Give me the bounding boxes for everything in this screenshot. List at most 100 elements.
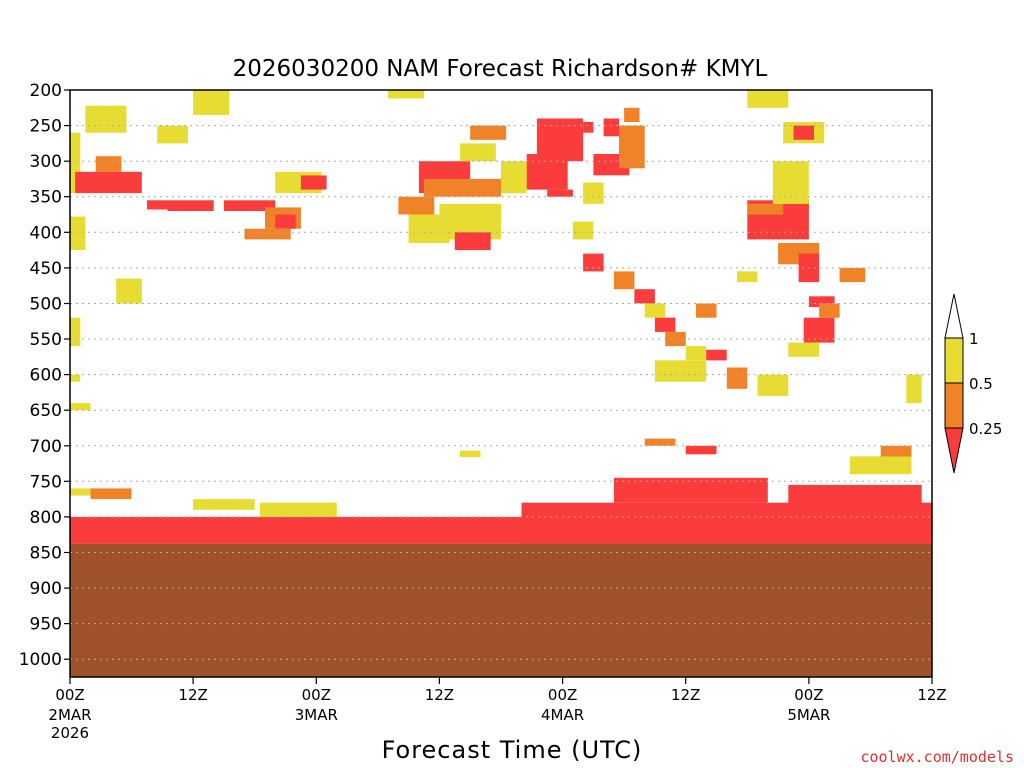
heatmap-cell bbox=[193, 90, 229, 115]
x-tick-date-label: 5MAR bbox=[787, 706, 830, 724]
heatmap-cell bbox=[747, 90, 789, 108]
heatmap-cell bbox=[70, 374, 81, 382]
x-tick-label: 12Z bbox=[917, 686, 946, 704]
heatmap-cell bbox=[275, 214, 296, 229]
heatmap-cell bbox=[259, 502, 337, 517]
heatmap-cell bbox=[147, 200, 168, 210]
y-tick-label: 550 bbox=[30, 330, 62, 350]
colorbar-arrow-top bbox=[944, 293, 964, 339]
plot-area bbox=[69, 89, 933, 678]
heatmap-cell bbox=[583, 253, 604, 272]
y-axis: 200 250 300 350 400 450 500 550 600 650 700 750 800 8… bbox=[19, 81, 70, 670]
heatmap-cell bbox=[726, 367, 748, 389]
heatmap-cell bbox=[665, 331, 686, 347]
heatmap-cell bbox=[706, 349, 727, 361]
heatmap-cell bbox=[536, 118, 584, 162]
y-tick-label: 300 bbox=[30, 152, 62, 172]
y-tick-label: 850 bbox=[30, 544, 62, 564]
heatmap-cell bbox=[398, 196, 435, 215]
heatmap-cell bbox=[788, 484, 922, 507]
heatmap-cell bbox=[460, 143, 496, 162]
x-tick-label: 12Z bbox=[178, 686, 207, 704]
heatmap-cell bbox=[788, 342, 820, 357]
x-tick-date-label: 3MAR bbox=[295, 706, 338, 724]
heatmap-cell bbox=[583, 182, 604, 204]
heatmap-cell bbox=[300, 175, 327, 190]
heatmap-cell bbox=[644, 438, 676, 446]
x-tick-label: 00Z bbox=[302, 686, 331, 704]
y-tick-label: 200 bbox=[30, 81, 62, 101]
heatmap-cell bbox=[685, 346, 707, 361]
y-tick-label: 400 bbox=[30, 223, 62, 243]
heatmap-cell bbox=[75, 171, 142, 194]
heatmap-cell bbox=[644, 303, 666, 318]
heatmap-cell bbox=[793, 125, 814, 140]
chart-title: 2026030200 NAM Forecast Richardson# KMYL bbox=[233, 56, 768, 82]
heatmap-cell bbox=[521, 502, 932, 544]
colorbar-segment bbox=[944, 382, 964, 429]
heatmap-cell bbox=[547, 189, 573, 197]
heatmap-cell bbox=[849, 456, 912, 475]
heatmap-cell bbox=[167, 200, 214, 211]
x-tick-label: 00Z bbox=[55, 686, 84, 704]
heatmap-cell bbox=[470, 125, 507, 140]
heatmap-cell bbox=[772, 161, 809, 204]
heatmap-cell bbox=[70, 488, 91, 496]
heatmap-cell bbox=[90, 488, 132, 500]
heatmap-cell bbox=[95, 156, 122, 172]
heatmap-cell bbox=[70, 403, 91, 411]
y-tick-label: 900 bbox=[30, 579, 62, 599]
heatmap-cell bbox=[583, 122, 594, 133]
heatmap-cell bbox=[501, 161, 527, 194]
heatmap-cell bbox=[808, 296, 835, 307]
heatmap-cells bbox=[70, 90, 932, 544]
heatmap-cell bbox=[747, 203, 784, 215]
heatmap-cell bbox=[454, 232, 491, 251]
x-tick-date-label: 2MAR bbox=[48, 706, 91, 724]
heatmap-cell bbox=[819, 303, 840, 318]
heatmap-cell bbox=[803, 317, 835, 343]
colorbar-segment bbox=[944, 337, 964, 384]
heatmap-cell bbox=[906, 374, 922, 404]
heatmap-cell bbox=[116, 278, 142, 304]
heatmap-cell bbox=[654, 360, 707, 382]
heatmap-cell bbox=[193, 499, 255, 510]
ground-fill bbox=[70, 543, 932, 677]
x-axis-label: Forecast Time (UTC) bbox=[382, 736, 643, 764]
plot-frame bbox=[69, 89, 933, 678]
heatmap-cell bbox=[619, 125, 645, 169]
heatmap-cell bbox=[424, 178, 501, 197]
heatmap-cell bbox=[460, 450, 481, 458]
y-tick-label: 250 bbox=[30, 117, 62, 137]
heatmap-cell bbox=[634, 289, 655, 304]
heatmap-cell bbox=[624, 107, 640, 122]
heatmap-cell bbox=[85, 105, 127, 133]
y-tick-label: 700 bbox=[30, 437, 62, 457]
heatmap-cell bbox=[654, 317, 676, 332]
x-tick-label: 00Z bbox=[794, 686, 823, 704]
y-tick-label: 500 bbox=[30, 295, 62, 315]
x-tick-date-label: 2026 bbox=[51, 724, 89, 742]
x-tick-label: 12Z bbox=[671, 686, 700, 704]
heatmap-cell bbox=[157, 125, 188, 144]
heatmap-cell bbox=[223, 200, 276, 211]
y-tick-label: 350 bbox=[30, 188, 62, 208]
heatmap-cell bbox=[572, 221, 594, 240]
y-tick-label: 750 bbox=[30, 472, 62, 492]
credit-text[interactable]: coolwx.com/models bbox=[860, 748, 1014, 766]
y-tick-label: 1000 bbox=[19, 650, 62, 670]
heatmap-cell bbox=[839, 267, 866, 283]
heatmap-cell bbox=[244, 228, 291, 240]
colorbar-arrow-bottom bbox=[944, 427, 964, 474]
y-tick-label: 650 bbox=[30, 401, 62, 421]
heatmap-cell bbox=[603, 118, 619, 137]
heatmap-cell bbox=[70, 216, 86, 250]
heatmap-cell bbox=[880, 445, 912, 457]
heatmap-cell bbox=[70, 317, 81, 347]
heatmap-cell bbox=[613, 271, 635, 290]
colorbar-label: 1 bbox=[969, 330, 979, 348]
y-tick-label: 950 bbox=[30, 615, 62, 635]
heatmap-cell bbox=[737, 271, 758, 283]
